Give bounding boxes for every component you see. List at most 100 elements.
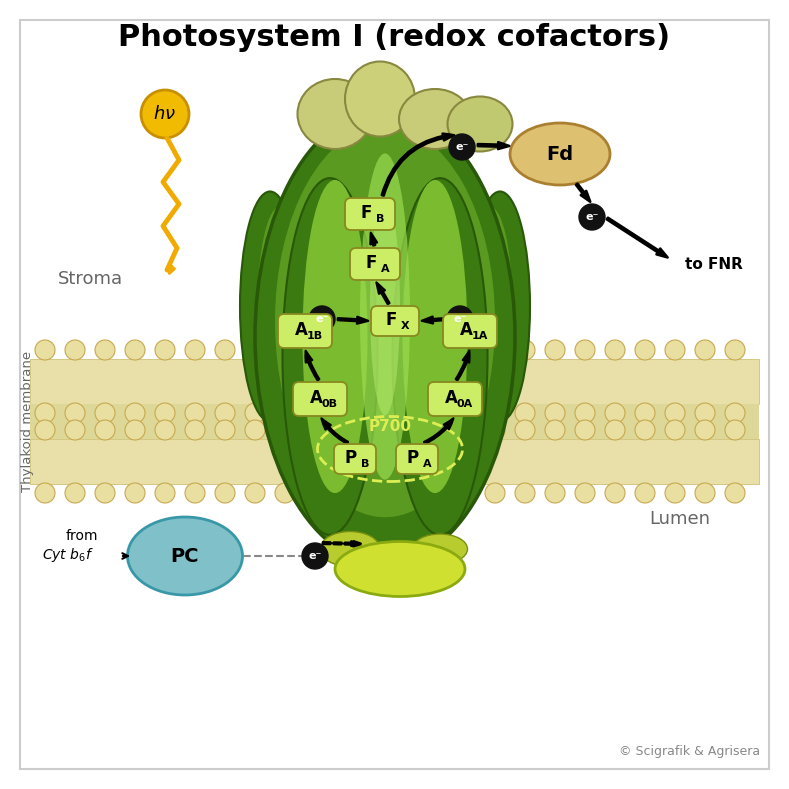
Circle shape <box>695 403 715 423</box>
Ellipse shape <box>360 153 410 480</box>
FancyArrowPatch shape <box>607 218 667 257</box>
Circle shape <box>635 340 655 360</box>
Text: B: B <box>361 459 369 469</box>
Circle shape <box>725 420 745 440</box>
Ellipse shape <box>402 180 468 493</box>
Text: © Scigrafik & Agrisera: © Scigrafik & Agrisera <box>619 745 761 757</box>
Circle shape <box>65 340 85 360</box>
Circle shape <box>305 340 325 360</box>
FancyBboxPatch shape <box>293 382 347 416</box>
Circle shape <box>515 403 535 423</box>
Ellipse shape <box>345 62 415 136</box>
Circle shape <box>125 483 145 503</box>
Circle shape <box>335 403 355 423</box>
FancyArrowPatch shape <box>309 316 318 329</box>
Circle shape <box>695 420 715 440</box>
Text: 0B: 0B <box>322 399 338 409</box>
Circle shape <box>725 340 745 360</box>
Circle shape <box>365 483 385 503</box>
Text: A: A <box>309 389 323 407</box>
Circle shape <box>605 403 625 423</box>
Text: Cyt $b_6f$: Cyt $b_6f$ <box>42 546 94 564</box>
Circle shape <box>155 403 175 423</box>
Text: P: P <box>407 449 419 467</box>
Circle shape <box>185 483 205 503</box>
Text: e⁻: e⁻ <box>308 551 322 561</box>
Ellipse shape <box>392 178 488 535</box>
Circle shape <box>125 403 145 423</box>
Circle shape <box>665 420 685 440</box>
Text: Photosystem I (redox cofactors): Photosystem I (redox cofactors) <box>118 23 670 51</box>
FancyArrowPatch shape <box>323 540 362 547</box>
Circle shape <box>365 340 385 360</box>
Circle shape <box>245 403 265 423</box>
FancyArrowPatch shape <box>370 233 377 245</box>
Circle shape <box>365 403 385 423</box>
Circle shape <box>485 420 505 440</box>
FancyArrowPatch shape <box>376 282 390 304</box>
Circle shape <box>215 420 235 440</box>
Circle shape <box>579 204 605 230</box>
Ellipse shape <box>470 192 530 421</box>
Ellipse shape <box>447 96 513 151</box>
Circle shape <box>125 340 145 360</box>
Ellipse shape <box>399 89 471 149</box>
FancyBboxPatch shape <box>371 306 419 336</box>
Circle shape <box>635 483 655 503</box>
Circle shape <box>665 340 685 360</box>
Circle shape <box>455 483 475 503</box>
Circle shape <box>695 340 715 360</box>
Circle shape <box>545 420 565 440</box>
Circle shape <box>605 340 625 360</box>
FancyBboxPatch shape <box>334 444 376 474</box>
Circle shape <box>35 340 55 360</box>
Text: X: X <box>401 321 409 331</box>
Text: from: from <box>65 529 99 543</box>
Circle shape <box>575 483 595 503</box>
Text: PC: PC <box>170 547 200 566</box>
Circle shape <box>95 483 115 503</box>
Circle shape <box>575 403 595 423</box>
Text: e⁻: e⁻ <box>455 142 469 152</box>
Circle shape <box>95 340 115 360</box>
Text: 1B: 1B <box>307 331 323 341</box>
Ellipse shape <box>255 109 515 564</box>
Circle shape <box>305 403 325 423</box>
Circle shape <box>309 306 335 332</box>
FancyArrowPatch shape <box>382 133 454 196</box>
Ellipse shape <box>468 207 513 406</box>
FancyArrowPatch shape <box>305 350 320 380</box>
Text: F: F <box>361 204 372 222</box>
Circle shape <box>455 340 475 360</box>
Circle shape <box>449 134 475 160</box>
Circle shape <box>635 403 655 423</box>
Circle shape <box>35 483 55 503</box>
Circle shape <box>485 340 505 360</box>
Circle shape <box>695 483 715 503</box>
Circle shape <box>515 420 535 440</box>
FancyArrowPatch shape <box>321 418 348 443</box>
Text: A: A <box>380 264 389 274</box>
Circle shape <box>275 403 295 423</box>
FancyBboxPatch shape <box>443 314 497 348</box>
Text: A: A <box>294 321 308 339</box>
Circle shape <box>125 420 145 440</box>
Text: e⁻: e⁻ <box>454 314 466 324</box>
Circle shape <box>575 340 595 360</box>
FancyBboxPatch shape <box>396 444 438 474</box>
Circle shape <box>725 403 745 423</box>
Circle shape <box>35 403 55 423</box>
Text: to FNR: to FNR <box>685 256 743 271</box>
Ellipse shape <box>257 207 302 406</box>
Circle shape <box>275 340 295 360</box>
Text: Stroma: Stroma <box>58 270 122 288</box>
Text: F: F <box>365 254 376 272</box>
Bar <box>30 404 759 439</box>
Ellipse shape <box>370 198 400 415</box>
FancyBboxPatch shape <box>428 382 482 416</box>
Circle shape <box>275 420 295 440</box>
Circle shape <box>575 420 595 440</box>
Ellipse shape <box>510 123 610 185</box>
Circle shape <box>155 340 175 360</box>
Bar <box>30 439 759 484</box>
